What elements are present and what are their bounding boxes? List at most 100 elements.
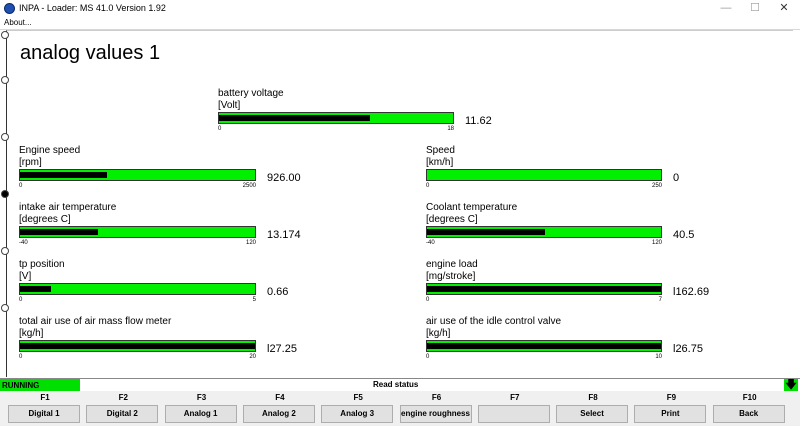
fkey-f2: F2 Digital 2 (84, 391, 162, 426)
fkey-button-f9[interactable]: Print (634, 405, 707, 423)
fkey-f3: F3 Analog 1 (163, 391, 241, 426)
radio-row-1[interactable] (1, 31, 9, 39)
fkey-f7: F7 (476, 391, 554, 426)
page-title: analog values 1 (20, 42, 161, 64)
fkey-button-f2[interactable]: Digital 2 (86, 405, 159, 423)
fkey-f6: F6 engine roughness (398, 391, 476, 426)
gauge-unit: [V] (19, 271, 32, 282)
arrow-down-icon[interactable]: 🡇 (784, 379, 798, 392)
radio-row-4[interactable] (1, 190, 9, 198)
function-key-bar: F1 Digital 1 F2 Digital 2 F3 Analog 1 F4 Analog… (0, 391, 800, 426)
gauge-max-label: 250 (651, 183, 662, 189)
gauge-min-label: 0 (19, 297, 23, 303)
fkey-key-label: F7 (510, 393, 520, 402)
gauge-label: battery voltage (218, 88, 284, 99)
gauge-fill (20, 229, 98, 235)
gauge-bar (426, 169, 662, 181)
minimize-button[interactable]: — (720, 2, 732, 14)
gauge-unit: [degrees C] (426, 214, 478, 225)
gauge-max-label: 2500 (242, 183, 256, 189)
maximize-button[interactable]: ☐ (750, 2, 760, 14)
gauge-total-air-use: total air use of air mass flow meter [kg/… (19, 316, 297, 360)
gauge-value: 926.00 (267, 172, 301, 184)
gauge-max-label: 18 (447, 126, 454, 132)
gauge-unit: [Volt] (218, 100, 241, 111)
fkey-key-label: F3 (196, 393, 207, 402)
gauge-bar (19, 226, 256, 238)
radio-row-6[interactable] (1, 304, 9, 312)
gauge-bar (426, 226, 662, 238)
close-button[interactable]: ✕ (779, 2, 789, 14)
fkey-key-label: F6 (431, 393, 442, 402)
gauge-tp-position: tp position [V] 0 5 0.66 (19, 259, 288, 303)
gauge-min-label: -40 (426, 240, 435, 246)
fkey-f10: F10 Back (711, 391, 789, 426)
gauge-label: Engine speed (19, 145, 81, 156)
gauge-value: l26.75 (673, 343, 703, 355)
gauge-bar (19, 169, 256, 181)
radio-row-3[interactable] (1, 133, 9, 141)
gauge-label: tp position (19, 259, 65, 270)
fkey-key-label: F9 (666, 393, 677, 402)
gauge-label: air use of the idle control valve (426, 316, 562, 327)
gauge-intake-air-temperature: intake air temperature [degrees C] -40 120 1… (19, 202, 301, 246)
fkey-button-f8[interactable]: Select (556, 405, 629, 423)
fkey-key-label: F2 (118, 393, 128, 402)
gauge-label: Coolant temperature (426, 202, 518, 213)
menu-about[interactable]: About... (4, 18, 32, 27)
fkey-button-f4[interactable]: Analog 2 (242, 405, 315, 423)
fkey-f4: F4 Analog 2 (241, 391, 319, 426)
gauge-value: 11.62 (465, 115, 492, 127)
gauge-min-label: -40 (19, 240, 28, 246)
gauge-unit: [kg/h] (426, 328, 451, 339)
gauge-bar (426, 283, 662, 295)
gauge-bar (19, 283, 256, 295)
gauge-value: l162.69 (673, 286, 710, 298)
gauge-unit: [degrees C] (19, 214, 71, 225)
gauge-fill (427, 343, 661, 349)
gauge-battery-voltage: battery voltage [Volt] 0 18 11.62 (218, 88, 492, 132)
fkey-button-f6[interactable]: engine roughness (399, 405, 472, 423)
gauge-engine-load: engine load [mg/stroke] 0 7 l162.69 (426, 259, 709, 303)
fkey-button-f5[interactable]: Analog 3 (321, 405, 394, 423)
fkey-button-f10[interactable]: Back (712, 405, 785, 423)
gauge-min-label: 0 (426, 297, 430, 303)
main-panel (6, 30, 793, 377)
app-icon (4, 3, 15, 14)
gauge-label: intake air temperature (19, 202, 117, 213)
gauge-engine-speed: Engine speed [rpm] 0 2500 926.00 (19, 145, 301, 189)
menu-bar: About... (0, 17, 800, 30)
fkey-button-f1[interactable]: Digital 1 (8, 405, 80, 423)
radio-row-5[interactable] (1, 247, 9, 255)
window-title: INPA - Loader: MS 41.0 Version 1.92 (19, 3, 166, 13)
fkey-key-label: F8 (588, 393, 598, 402)
radio-row-2[interactable] (1, 76, 9, 84)
title-bar: INPA - Loader: MS 41.0 Version 1.92 — ☐ … (0, 0, 800, 17)
gauge-unit: [km/h] (426, 157, 454, 168)
gauge-value: 13.174 (267, 229, 301, 241)
gauge-idle-air-use: air use of the idle control valve [kg/h] 0… (426, 316, 703, 360)
gauge-fill (20, 172, 107, 178)
gauge-min-label: 0 (426, 183, 430, 189)
fkey-f1: F1 Digital 1 (6, 391, 84, 426)
gauge-fill (427, 286, 661, 292)
gauge-speed: Speed [km/h] 0 250 0 (426, 145, 679, 189)
gauge-unit: [kg/h] (19, 328, 44, 339)
gauge-max-label: 120 (651, 240, 662, 246)
fkey-key-label: F10 (742, 393, 757, 402)
gauge-fill (20, 343, 255, 349)
status-bar: RUNNING Read status 🡇 (0, 378, 800, 392)
fkey-key-label: F4 (275, 393, 285, 402)
read-status-label: Read status (373, 380, 419, 389)
gauge-max-label: 7 (658, 297, 662, 303)
gauge-fill (20, 286, 51, 292)
gauge-label: engine load (426, 259, 478, 270)
gauge-coolant-temperature: Coolant temperature [degrees C] -40 120 40.5 (426, 202, 694, 246)
fkey-button-f7[interactable] (477, 405, 550, 423)
gauge-min-label: 0 (19, 354, 23, 360)
gauge-max-label: 10 (655, 354, 662, 360)
gauge-min-label: 0 (19, 183, 23, 189)
fkey-button-f3[interactable]: Analog 1 (164, 405, 237, 423)
fkey-f9: F9 Print (632, 391, 710, 426)
gauge-value: 0.66 (267, 286, 289, 298)
